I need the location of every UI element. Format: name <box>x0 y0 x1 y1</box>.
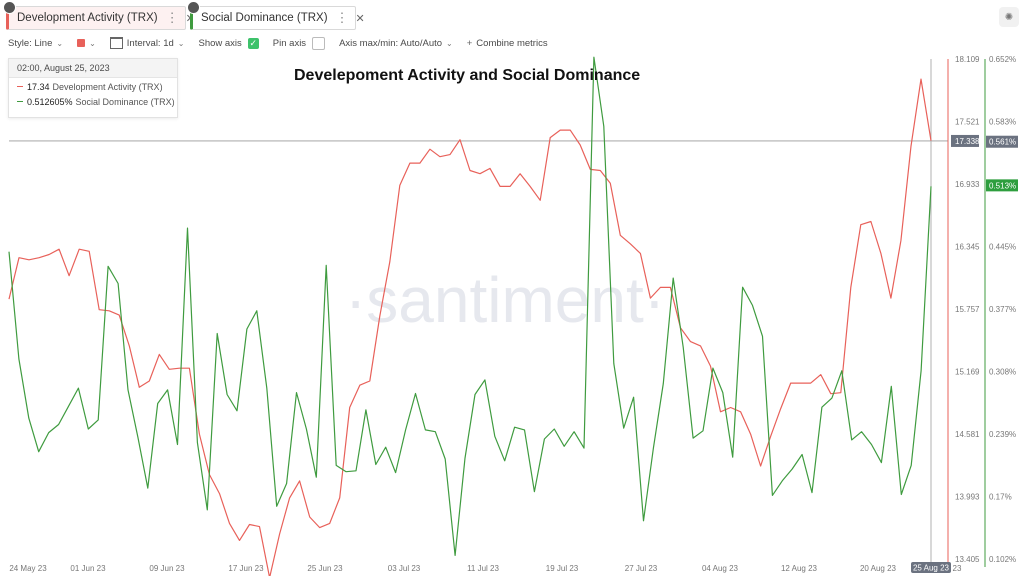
style-label: Style: Line <box>8 37 53 49</box>
combine-label: Combine metrics <box>476 37 548 49</box>
y-right-tick-label: 0.583% <box>989 118 1016 127</box>
y-left-tick-label: 13.405 <box>955 555 980 564</box>
tooltip-value: 17.34 <box>27 81 50 92</box>
checkbox-checked[interactable]: ✓ <box>247 37 259 49</box>
close-icon[interactable]: ✕ <box>355 12 365 25</box>
x-tick-label: 19 Jul 23 <box>546 564 579 573</box>
chevron-down-icon: ⌄ <box>56 38 64 48</box>
y-axis-left: 18.109 17.521 16.933 16.345 15.757 15.169 14.5… <box>951 55 980 564</box>
x-tick-label: 04 Aug 23 <box>702 564 739 573</box>
more-options-icon[interactable]: ⋮ <box>165 10 179 25</box>
y-right-tick-label: 0.239% <box>989 430 1016 439</box>
calendar-icon <box>109 37 123 49</box>
x-tick-label: 01 Jun 23 <box>70 564 106 573</box>
pin-axis-label: Pin axis <box>272 37 307 49</box>
tooltip-row: 17.34 Development Activity (TRX) <box>9 80 177 93</box>
y-right-tick-label: 0.652% <box>989 55 1016 64</box>
color-swatch <box>77 39 86 47</box>
x-tick-label: 03 Jul 23 <box>388 564 421 573</box>
pin-axis-toggle[interactable]: Pin axis <box>272 36 326 50</box>
y-left-tick-label: 15.757 <box>955 305 980 314</box>
chevron-down-icon: ⌄ <box>177 38 185 48</box>
y-right-marker2-bg <box>986 179 1018 192</box>
legend-swatch <box>17 86 23 87</box>
chart-title: Develepoment Activity and Social Dominan… <box>294 67 641 84</box>
tooltip-metric: Social Dominance (TRX) <box>75 96 175 107</box>
tooltip: 02:00, August 25, 2023 17.34 Development… <box>8 58 178 118</box>
watermark: ·santiment· <box>345 264 665 336</box>
plus-icon: + <box>466 37 473 49</box>
x-tick-label: 25 Jun 23 <box>307 564 343 573</box>
y-right-marker2: 0.513% <box>989 181 1016 190</box>
y-left-tick-label: 14.581 <box>955 430 980 439</box>
legend-swatch <box>17 101 23 102</box>
show-axis-toggle[interactable]: Show axis ✓ <box>198 37 259 49</box>
chevron-down-icon: ⌄ <box>89 38 96 48</box>
x-axis-highlight <box>911 562 951 573</box>
y-right-tick-label: 0.17% <box>989 493 1012 502</box>
tooltip-value: 0.512605% <box>27 96 73 107</box>
y-right-marker: 0.561% <box>989 138 1016 147</box>
settings-button[interactable]: ✺ <box>999 7 1019 27</box>
y-right-tick-label: 0.308% <box>989 368 1016 377</box>
metric-tabs: Development Activity (TRX) ⋮ ✕ Social Do… <box>3 1 365 30</box>
gear-icon: ✺ <box>1004 11 1014 23</box>
y-left-tick-label: 15.169 <box>955 368 980 377</box>
x-tick-label: 09 Jun 23 <box>149 564 185 573</box>
series-lines <box>8 56 932 576</box>
y-left-tick-label: 17.521 <box>955 118 980 127</box>
x-tick-label: 25 Aug 23 <box>913 564 950 573</box>
y-left-tick-label: 16.345 <box>955 243 980 252</box>
tab-development-activity[interactable]: Development Activity (TRX) ⋮ ✕ <box>3 1 195 30</box>
y-left-tick-label: 18.109 <box>955 55 980 64</box>
x-tick-label: 23 <box>953 564 962 573</box>
y-left-marker-bg <box>951 134 979 147</box>
lock-icon[interactable] <box>3 1 16 14</box>
y-right-tick-label: 0.102% <box>989 555 1016 564</box>
crosshair-lines <box>9 59 986 567</box>
tooltip-row: 0.512605% Social Dominance (TRX) <box>9 95 177 108</box>
tooltip-date: 02:00, August 25, 2023 <box>9 59 177 78</box>
show-axis-label: Show axis <box>198 37 242 49</box>
lock-icon[interactable] <box>187 1 200 14</box>
y-left-marker: 17.338 <box>955 137 980 146</box>
more-options-icon[interactable]: ⋮ <box>335 10 349 25</box>
chevron-down-icon: ⌄ <box>446 38 453 48</box>
style-dropdown[interactable]: Style: Line ⌄ <box>8 38 63 49</box>
series-line-1 <box>8 56 932 557</box>
tab-social-dominance[interactable]: Social Dominance (TRX) ⋮ ✕ <box>187 1 365 30</box>
x-tick-label: 27 Jul 23 <box>625 564 658 573</box>
tooltip-metric: Development Activity (TRX) <box>52 81 163 92</box>
y-right-tick-label: 0.377% <box>989 305 1016 314</box>
tab-label: Social Dominance (TRX) <box>201 12 328 24</box>
y-right-marker-bg <box>986 135 1018 148</box>
y-right-tick-label: 0.445% <box>989 243 1016 252</box>
interval-label: Interval: 1d <box>126 37 174 49</box>
x-axis: 24 May 23 01 Jun 23 09 Jun 23 17 Jun 23 25 J… <box>9 562 962 573</box>
x-tick-label: 24 May 23 <box>9 564 47 573</box>
y-left-tick-label: 16.933 <box>955 180 980 189</box>
checkbox-unchecked[interactable] <box>312 36 326 50</box>
tab-label: Development Activity (TRX) <box>17 12 158 24</box>
x-tick-label: 17 Jun 23 <box>228 564 264 573</box>
y-axis-right: 0.652%0.583%0.514%0.445%0.377%0.308%0.23… <box>986 55 1018 564</box>
chart-toolbar: Style: Line ⌄ ⌄ Interval: 1d ⌄ Show axis… <box>8 36 562 50</box>
x-tick-label: 11 Jul 23 <box>467 564 499 573</box>
y-left-tick-label: 13.993 <box>955 493 980 502</box>
series-line-0 <box>8 78 932 576</box>
combine-metrics-button[interactable]: + Combine metrics <box>467 38 548 49</box>
axis-minmax-label: Axis max/min: Auto/Auto <box>339 37 443 49</box>
interval-dropdown[interactable]: Interval: 1d ⌄ <box>109 37 185 49</box>
color-picker[interactable]: ⌄ <box>77 39 96 48</box>
x-tick-label: 20 Aug 23 <box>860 564 897 573</box>
axis-minmax-dropdown[interactable]: Axis max/min: Auto/Auto ⌄ <box>339 38 453 49</box>
x-tick-label: 12 Aug 23 <box>781 564 818 573</box>
